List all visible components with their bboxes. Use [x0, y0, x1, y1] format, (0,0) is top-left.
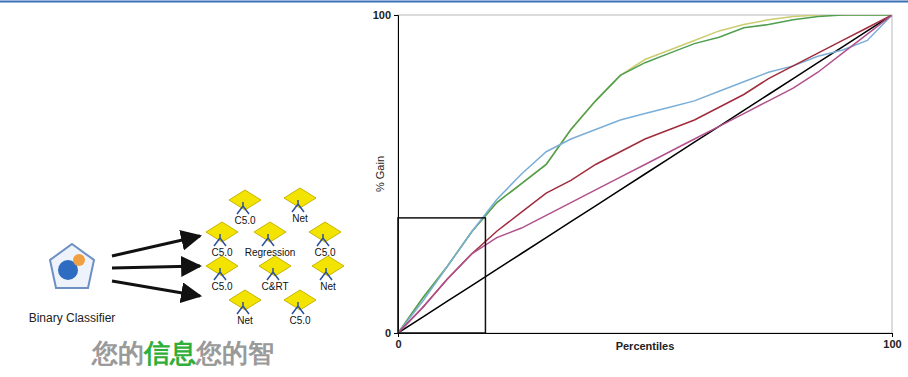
- node-label: Regression: [245, 247, 296, 258]
- node-glyph: [267, 268, 279, 280]
- series-line: [398, 15, 892, 333]
- chart: 0 100 0 100 Percentiles % Gain: [373, 9, 902, 352]
- source-frame: [50, 244, 94, 288]
- model-node: Regression: [245, 222, 296, 258]
- model-node: C5.0: [206, 222, 238, 258]
- model-node: C5.0: [206, 256, 238, 292]
- node-diamond: [206, 222, 238, 242]
- source-icon: [50, 244, 94, 288]
- node-diamond: [284, 188, 316, 208]
- node-label: C5.0: [211, 281, 233, 292]
- y-axis-title: % Gain: [374, 156, 386, 192]
- node-label: Net: [237, 315, 253, 326]
- x-axis-title: Percentiles: [616, 340, 675, 352]
- series-line: [398, 15, 892, 333]
- node-label: C5.0: [234, 215, 256, 226]
- node-glyph: [237, 302, 249, 314]
- node-diamond: [254, 222, 286, 242]
- node-diamond: [309, 222, 341, 242]
- node-label: Net: [292, 213, 308, 224]
- axis-line: [399, 334, 893, 338]
- node-diamond: [284, 290, 316, 310]
- watermark-part: 信息: [143, 338, 196, 368]
- watermark: 您的信息您的智: [91, 338, 274, 368]
- model-node: C&RT: [259, 256, 291, 292]
- node-diamond: [312, 256, 344, 276]
- model-node: Net: [312, 256, 344, 292]
- tick-mark: [394, 15, 398, 16]
- gear-small: [73, 254, 85, 266]
- series-group: [398, 15, 892, 333]
- node-glyph: [262, 234, 274, 246]
- series-line: [398, 15, 892, 333]
- model-node: Net: [284, 188, 316, 224]
- series-line: [398, 15, 892, 333]
- node-glyph: [292, 200, 304, 212]
- arrow: [112, 281, 200, 296]
- tick-label: 100: [883, 338, 901, 350]
- node-label: C5.0: [289, 315, 311, 326]
- tick-label: 0: [395, 338, 401, 350]
- plot-frame: [398, 15, 892, 333]
- watermark-part: 您的智: [195, 338, 274, 368]
- watermark-part: 您的: [91, 338, 144, 368]
- node-diamond: [229, 290, 261, 310]
- tick-mark: [892, 333, 893, 337]
- tick: 100: [373, 9, 398, 21]
- tick: 0: [385, 327, 398, 339]
- node-glyph: [292, 302, 304, 314]
- node-glyph: [237, 202, 249, 214]
- arrow: [112, 236, 200, 256]
- model-node: C5.0: [284, 290, 316, 326]
- node-glyph: [214, 268, 226, 280]
- node-glyph: [320, 268, 332, 280]
- highlight-box: [398, 218, 485, 333]
- model-node: C5.0: [229, 190, 261, 226]
- tick-label: 100: [373, 9, 391, 21]
- node-diamond: [206, 256, 238, 276]
- tick: 0: [395, 333, 401, 350]
- source-label: Binary Classifier: [29, 311, 116, 325]
- tick-label: 0: [385, 327, 391, 339]
- arrow: [112, 266, 200, 268]
- canvas: Binary Classifier C5.0 Net C5.0 Regression C5…: [0, 0, 908, 377]
- header-rule: [0, 1, 908, 3]
- node-label: C&RT: [261, 281, 288, 292]
- series-line: [398, 15, 892, 333]
- model-node: Net: [229, 290, 261, 326]
- diagram: Binary Classifier C5.0 Net C5.0 Regression C5…: [29, 188, 344, 368]
- y-axis: 0 100: [373, 9, 399, 339]
- node-label: C5.0: [314, 247, 336, 258]
- node-glyph: [317, 234, 329, 246]
- node-diamond: [229, 190, 261, 210]
- series-line: [398, 15, 892, 333]
- tick: 100: [883, 333, 901, 350]
- node-label: Net: [320, 281, 336, 292]
- node-diamond: [259, 256, 291, 276]
- model-node: C5.0: [309, 222, 341, 258]
- node-glyph: [214, 234, 226, 246]
